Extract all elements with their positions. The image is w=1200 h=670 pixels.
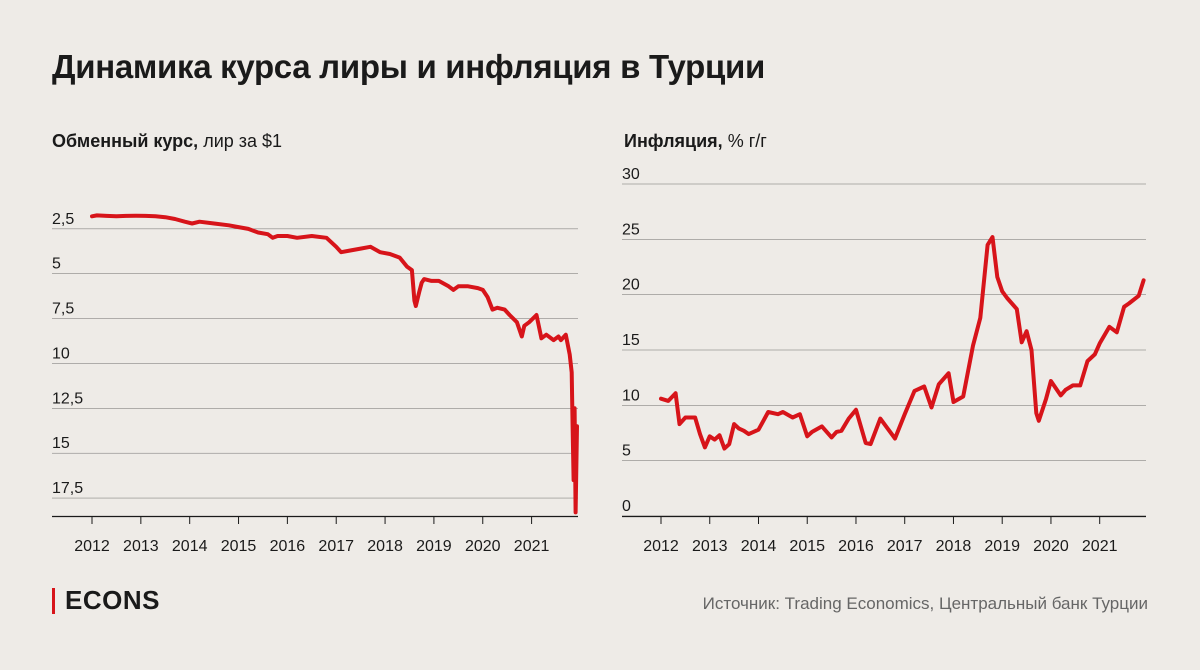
left-x-tick-label: 2021 [514,538,550,555]
right-y-tick-label: 20 [622,277,640,294]
right-x-tick-label: 2014 [741,538,777,555]
right-panel-title: Инфляция, % г/г [624,131,767,152]
right-panel-title-unit: % г/г [722,131,767,151]
right-x-tick-label: 2015 [789,538,825,555]
left-y-tick-label: 17,5 [52,480,83,497]
right-y-tick-label: 15 [622,332,640,349]
right-y-tick-label: 5 [622,443,631,460]
left-x-tick-label: 2018 [367,538,403,555]
right-panel-title-bold: Инфляция, [624,131,723,151]
right-series-line [659,235,1146,451]
brand-bar-mark [52,587,55,614]
left-x-tick-label: 2014 [172,538,208,555]
left-y-tick-label: 10 [52,345,70,362]
right-x-tick-label: 2018 [936,538,972,555]
right-x-tick-label: 2019 [984,538,1020,555]
left-y-tick-label: 7,5 [52,301,74,318]
left-series-line [90,213,579,515]
right-x-tick-label: 2016 [838,538,874,555]
right-chart: 0 5 10 15 20 25 30 2012 2013 2014 2015 2016 2017 2018… [622,166,1146,555]
left-chart: 2,5 5 7,5 10 12,5 15 17,5 2012 2013 2014 2015 2016 2… [52,211,579,555]
left-panel-title-unit: лир за $1 [198,131,283,151]
right-x-tick-label: 2021 [1082,538,1118,555]
source-note: Источник: Trading Economics, Центральный… [702,594,1148,613]
left-panel-title-bold: Обменный курс, [52,131,199,151]
brand-name: ECONS [65,585,160,615]
right-x-tick-label: 2020 [1033,538,1069,555]
right-y-tick-label: 10 [622,387,640,404]
left-panel-title: Обменный курс, лир за $1 [52,131,282,152]
left-x-tick-label: 2017 [318,538,354,555]
left-y-tick-label: 2,5 [52,211,74,228]
right-y-tick-label: 0 [622,498,631,515]
left-x-tick-label: 2015 [221,538,257,555]
left-x-tick-label: 2016 [270,538,306,555]
right-y-tick-label: 25 [622,221,640,238]
right-y-tick-label: 30 [622,166,640,183]
left-y-tick-label: 15 [52,435,70,452]
left-x-tick-label: 2012 [74,538,110,555]
right-x-tick-label: 2012 [643,538,679,555]
left-y-tick-label: 5 [52,256,61,273]
left-y-tick-label: 12,5 [52,390,83,407]
left-x-tick-label: 2020 [465,538,501,555]
chart-title: Динамика курса лиры и инфляция в Турции [52,48,765,85]
right-x-tick-label: 2013 [692,538,728,555]
brand-logo: ECONS [52,585,160,616]
left-x-tick-label: 2013 [123,538,159,555]
left-x-tick-label: 2019 [416,538,452,555]
right-x-tick-label: 2017 [887,538,923,555]
